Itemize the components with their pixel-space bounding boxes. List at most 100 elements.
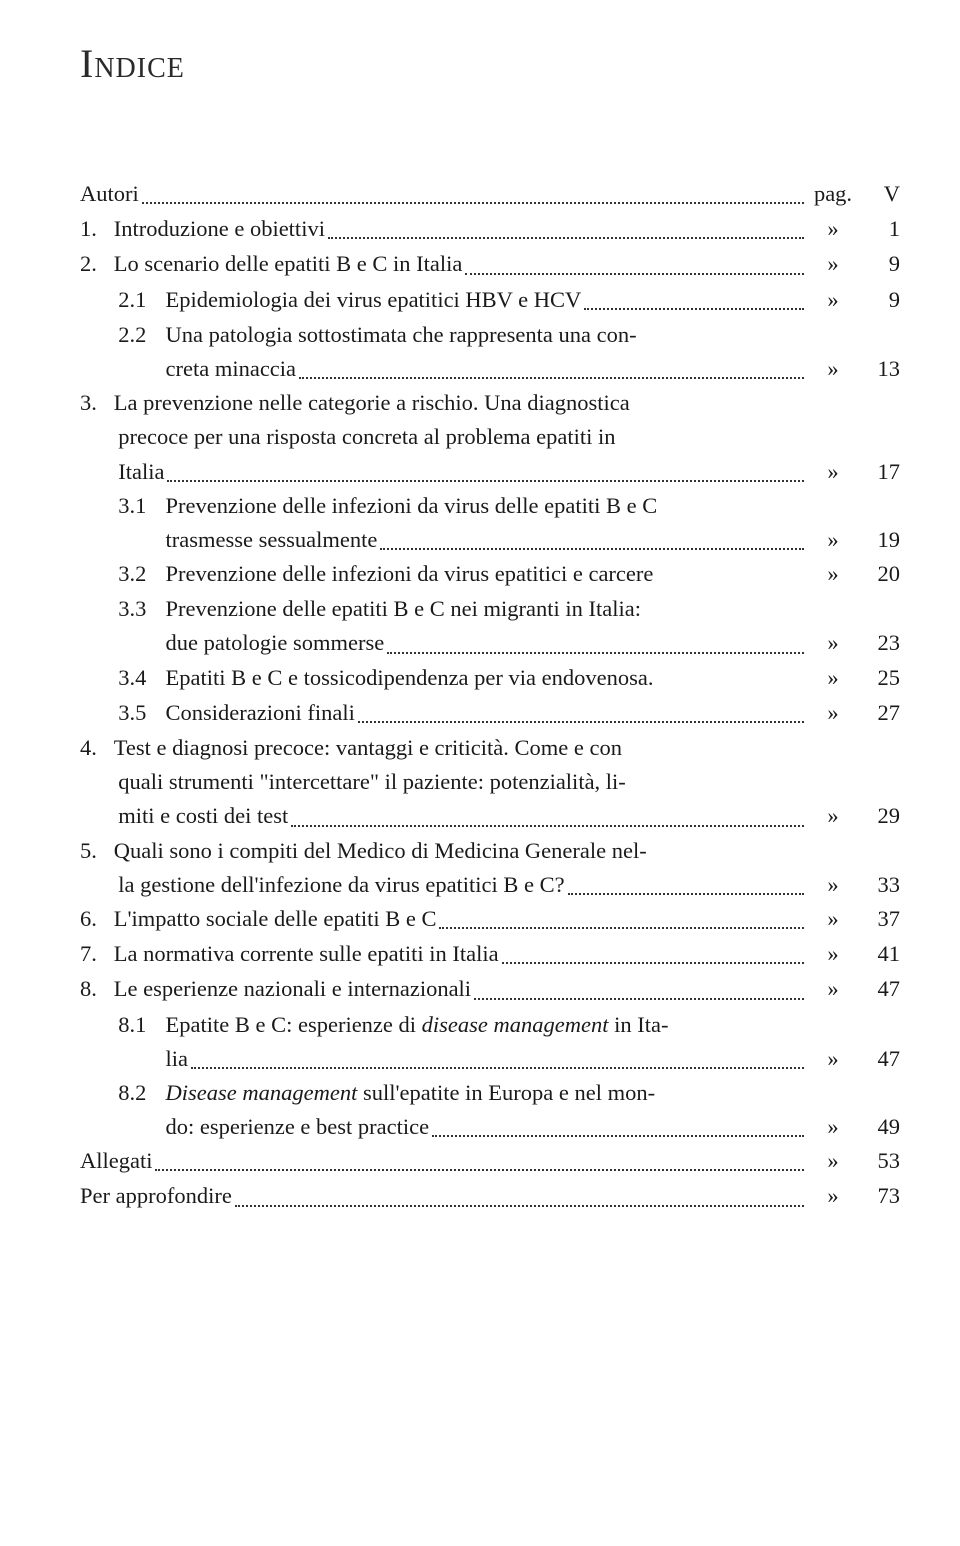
entry-text: 8.2Disease management sull'epatite in Eu… [80,1076,900,1110]
page-marker: » [808,626,858,660]
entry-text-cont: quali strumenti "intercettare" il pazien… [80,765,900,799]
entry-text: 3.5Considerazioni finali [80,696,355,730]
dot-leader [235,1205,804,1207]
entry-text: 2.Lo scenario delle epatiti B e C in Ita… [80,247,462,281]
entry-number: 3.3 [118,592,165,626]
entry-text: 3.La prevenzione nelle categorie a risch… [80,386,900,420]
dot-leader [358,721,804,723]
page-marker: » [808,868,858,902]
page-number: 27 [858,696,900,730]
page-marker: pag. [808,177,858,211]
entry-number: 2.1 [118,283,165,317]
dot-leader [291,825,804,827]
entry-number: 3.4 [118,661,165,695]
page-marker: » [808,1042,858,1076]
entry-number: 6. [80,902,114,936]
entry-text-last: trasmesse sessualmente [80,523,377,557]
page-marker: » [808,1144,858,1178]
entry-text: 2.1Epidemiologia dei virus epatitici HBV… [80,283,581,317]
page-number: 23 [858,626,900,660]
entry-text: 3.2Prevenzione delle infezioni da virus … [80,557,653,591]
page-marker: » [808,212,858,246]
entry-text-last: do: esperienze e best practice [80,1110,429,1144]
page-marker: » [808,1110,858,1144]
entry-text-last: creta minaccia [80,352,296,386]
toc-entry: 2.Lo scenario delle epatiti B e C in Ita… [80,247,900,281]
page-number: 19 [858,523,900,557]
toc-entry: Allegati»53 [80,1144,900,1178]
entry-text-cont: precoce per una risposta concreta al pro… [80,420,900,454]
table-of-contents: Autoripag.V1.Introduzione e obiettivi»12… [80,177,900,1214]
dot-leader [465,273,804,275]
entry-number: 8. [80,972,114,1006]
page-marker: » [808,937,858,971]
page-number: V [858,177,900,211]
dot-leader [191,1067,804,1069]
entry-number: 1. [80,212,114,246]
page-marker: » [808,696,858,730]
page-marker: » [808,247,858,281]
entry-number: 3. [80,386,114,420]
entry-number: 2. [80,247,114,281]
entry-text: 3.1Prevenzione delle infezioni da virus … [80,489,900,523]
entry-number: 5. [80,834,114,868]
page-number: 37 [858,902,900,936]
entry-text: Autori [80,177,139,211]
dot-leader [387,652,804,654]
toc-entry: 8.Le esperienze nazionali e internaziona… [80,972,900,1006]
entry-number: 3.2 [118,557,165,591]
entry-text: 3.4Epatiti B e C e tossicodipendenza per… [80,661,653,695]
entry-text: 6.L'impatto sociale delle epatiti B e C [80,902,436,936]
page-marker: » [808,1179,858,1213]
entry-number: 8.1 [118,1008,165,1042]
toc-entry: 1.Introduzione e obiettivi »1 [80,212,900,246]
page-marker: » [808,661,858,695]
page-number: 13 [858,352,900,386]
page-number: 20 [858,557,900,591]
page-marker: » [808,523,858,557]
toc-entry: 8.2Disease management sull'epatite in Eu… [80,1076,900,1144]
page-marker: » [808,283,858,317]
dot-leader [439,927,804,929]
toc-entry: 5.Quali sono i compiti del Medico di Med… [80,834,900,902]
toc-entry: 7.La normativa corrente sulle epatiti in… [80,937,900,971]
page-number: 29 [858,799,900,833]
page-number: 1 [858,212,900,246]
toc-entry: 3.2Prevenzione delle infezioni da virus … [80,557,900,591]
entry-number: 4. [80,731,114,765]
page-marker: » [808,557,858,591]
entry-number: 3.5 [118,696,165,730]
dot-leader [380,548,804,550]
page-number: 33 [858,868,900,902]
dot-leader [432,1135,804,1137]
dot-leader [568,893,804,895]
dot-leader [502,962,804,964]
toc-entry: 3.3Prevenzione delle epatiti B e C nei m… [80,592,900,660]
page-marker: » [808,455,858,489]
toc-entry: 3.5Considerazioni finali »27 [80,696,900,730]
toc-entry: 4.Test e diagnosi precoce: vantaggi e cr… [80,731,900,834]
dot-leader [142,202,804,204]
entry-text: 3.3Prevenzione delle epatiti B e C nei m… [80,592,900,626]
dot-leader [299,377,804,379]
entry-text: 1.Introduzione e obiettivi [80,212,325,246]
page-number: 47 [858,1042,900,1076]
toc-entry: 6.L'impatto sociale delle epatiti B e C»… [80,902,900,936]
page-number: 47 [858,972,900,1006]
entry-number: 7. [80,937,114,971]
dot-leader [474,998,804,1000]
toc-entry: 2.2Una patologia sottostimata che rappre… [80,318,900,386]
entry-text-last: Italia [80,455,164,489]
page-number: 49 [858,1110,900,1144]
entry-text-last: lia [80,1042,188,1076]
entry-text-last: la gestione dell'infezione da virus epat… [80,868,565,902]
page-marker: » [808,352,858,386]
entry-text: 2.2Una patologia sottostimata che rappre… [80,318,900,352]
entry-number: 2.2 [118,318,165,352]
entry-number: 8.2 [118,1076,165,1110]
toc-entry: Autori pag.V [80,177,900,211]
entry-text: 8.1Epatite B e C: esperienze di disease … [80,1008,900,1042]
toc-entry: 2.1Epidemiologia dei virus epatitici HBV… [80,283,900,317]
entry-text-last: due patologie sommerse [80,626,384,660]
dot-leader [584,308,804,310]
